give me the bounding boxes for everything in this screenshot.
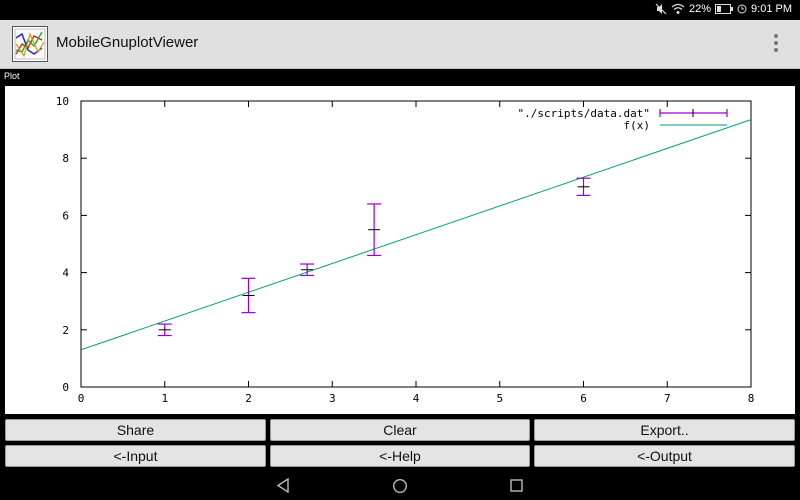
share-button[interactable]: Share bbox=[5, 419, 266, 441]
x-tick-label: 7 bbox=[664, 392, 671, 405]
battery-percent: 22% bbox=[689, 3, 712, 15]
x-tick-label: 0 bbox=[78, 392, 85, 405]
y-tick-label: 2 bbox=[62, 324, 69, 337]
navigation-bar bbox=[0, 470, 800, 500]
battery-icon bbox=[715, 4, 734, 14]
x-tick-label: 3 bbox=[329, 392, 336, 405]
x-tick-label: 6 bbox=[580, 392, 587, 405]
x-tick-label: 4 bbox=[413, 392, 420, 405]
clear-button[interactable]: Clear bbox=[270, 419, 530, 441]
plot-frame bbox=[80, 100, 752, 388]
x-tick-label: 5 bbox=[496, 392, 503, 405]
status-bar: 22% 9:01 PM bbox=[0, 0, 800, 20]
overflow-menu-icon[interactable] bbox=[772, 34, 780, 54]
app-title: MobileGnuplotViewer bbox=[56, 34, 199, 51]
export-button[interactable]: Export.. bbox=[534, 419, 795, 441]
y-tick-label: 0 bbox=[62, 381, 69, 394]
input-button[interactable]: <-Input bbox=[5, 445, 266, 467]
back-icon[interactable] bbox=[276, 478, 290, 493]
output-button[interactable]: <-Output bbox=[534, 445, 795, 467]
y-tick-label: 6 bbox=[62, 209, 69, 222]
recents-icon[interactable] bbox=[510, 479, 524, 493]
help-button[interactable]: <-Help bbox=[270, 445, 530, 467]
home-icon[interactable] bbox=[392, 478, 408, 494]
plot-area: 0 1 2 3 4 5 6 7 8 0 2 4 6 8 10 "./scripts/data.dat" f(x… bbox=[5, 86, 795, 414]
x-tick-label: 1 bbox=[161, 392, 168, 405]
app-bar: MobileGnuplotViewer bbox=[0, 20, 800, 69]
x-tick-label: 8 bbox=[748, 392, 755, 405]
x-tick-label: 2 bbox=[245, 392, 252, 405]
mute-icon bbox=[655, 3, 667, 15]
legend-label-data: "./scripts/data.dat" bbox=[518, 107, 650, 120]
gnuplot-chart: 0 1 2 3 4 5 6 7 8 0 2 4 6 8 10 "./scripts/data.dat"f(x… bbox=[56, 95, 755, 405]
legend-label-fx: f(x) bbox=[624, 119, 651, 132]
y-tick-label: 4 bbox=[62, 267, 69, 280]
plot-section-label: Plot bbox=[4, 71, 20, 81]
clock-icon bbox=[737, 4, 747, 14]
y-tick-label: 10 bbox=[56, 95, 69, 108]
fx-line bbox=[81, 119, 751, 351]
gnuplot-app-icon bbox=[12, 26, 48, 62]
y-tick-label: 8 bbox=[62, 152, 69, 165]
wifi-icon bbox=[671, 3, 685, 14]
status-time: 9:01 PM bbox=[751, 3, 792, 15]
